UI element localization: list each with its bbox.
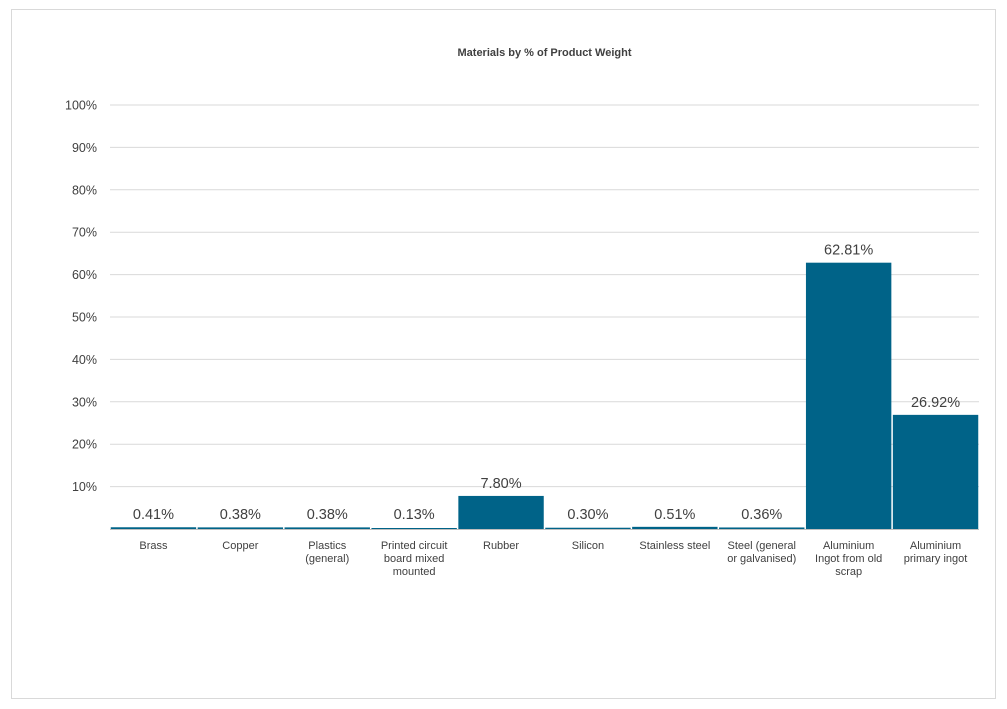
y-tick-label: 100% xyxy=(65,99,97,113)
x-tick-label: Steel (general or galvanised) xyxy=(727,540,796,565)
x-tick-label: Aluminium Ingot from old scrap xyxy=(815,540,882,578)
bar xyxy=(197,527,284,529)
y-tick-label: 50% xyxy=(72,311,97,325)
data-label: 0.36% xyxy=(741,507,782,523)
bar xyxy=(284,527,370,529)
chart-frame: Materials by % of Product Weight 10% 20% 3… xyxy=(11,9,996,699)
chart-title: Materials by % of Product Weight xyxy=(458,47,632,59)
x-tick-label: Printed circuit board mixed mounted xyxy=(381,540,448,578)
bar xyxy=(632,526,718,529)
x-axis: Brass Copper Plastics (general) Printed circ… xyxy=(139,540,967,578)
x-tick-label: Plastics (general) xyxy=(305,540,349,565)
data-label: 26.92% xyxy=(911,395,960,411)
data-label: 0.30% xyxy=(567,507,608,523)
bar xyxy=(110,527,197,529)
y-tick-label: 60% xyxy=(72,268,97,282)
y-tick-label: 10% xyxy=(72,480,97,494)
x-tick-label: Aluminium primary ingot xyxy=(904,540,968,565)
data-labels: 0.41% 0.38% 0.38% 0.13% 7.80% 0.30% 0.51% 0.36%… xyxy=(133,243,960,523)
x-tick-label: Rubber xyxy=(483,540,519,552)
bar xyxy=(805,262,892,529)
y-tick-label: 30% xyxy=(72,395,97,409)
data-label: 0.38% xyxy=(307,507,348,523)
data-label: 0.51% xyxy=(654,507,695,523)
y-tick-label: 70% xyxy=(72,226,97,240)
data-label: 7.80% xyxy=(480,476,521,492)
data-label: 0.13% xyxy=(394,507,435,523)
y-tick-label: 40% xyxy=(72,353,97,367)
y-tick-label: 20% xyxy=(72,438,97,452)
y-tick-label: 80% xyxy=(72,183,97,197)
x-tick-label: Brass xyxy=(139,540,168,552)
y-tick-label: 90% xyxy=(72,141,97,155)
data-label: 62.81% xyxy=(824,243,873,259)
gridlines xyxy=(110,104,979,488)
bar xyxy=(892,414,979,529)
bar xyxy=(371,528,457,529)
data-label: 0.38% xyxy=(220,507,261,523)
bar xyxy=(719,527,805,529)
bar-chart: Materials by % of Product Weight 10% 20% 3… xyxy=(65,47,979,578)
data-label: 0.41% xyxy=(133,507,174,523)
y-axis: 10% 20% 30% 40% 50% 60% 70% 80% 90% 100% xyxy=(65,99,97,495)
bar xyxy=(545,527,631,529)
x-tick-label: Stainless steel xyxy=(639,540,710,552)
x-tick-label: Silicon xyxy=(572,540,604,552)
bars xyxy=(110,262,979,529)
x-tick-label: Copper xyxy=(222,540,258,552)
bar xyxy=(458,495,544,529)
